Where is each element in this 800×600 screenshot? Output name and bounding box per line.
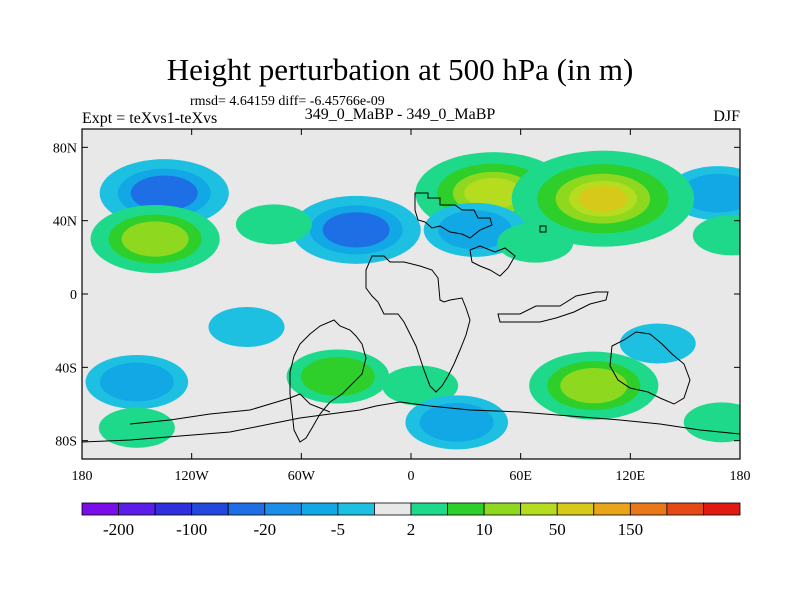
colorbar-label: 2	[407, 520, 416, 539]
coastline-eurasia	[414, 192, 493, 239]
field-feature-7	[235, 204, 312, 245]
field-contour-neg-level-2	[681, 173, 740, 213]
colorbar-swatch	[264, 502, 302, 516]
field-feature-10	[85, 355, 189, 409]
field-contour-pos-level-1	[683, 402, 740, 443]
colorbar-label: -200	[103, 520, 134, 539]
field-contour-pos-level-1	[235, 204, 312, 245]
field-feature-11	[98, 407, 175, 448]
coastline-arabia	[539, 225, 547, 233]
colorbar-swatch	[81, 502, 119, 516]
field-contour-pos-level-1	[497, 222, 574, 263]
field-feature-13	[382, 365, 459, 406]
colorbar-swatch	[593, 502, 631, 516]
field-contour-neg-level-2	[419, 402, 494, 442]
field-feature-17	[619, 323, 696, 364]
field-contour-pos-level-5	[578, 185, 628, 212]
coastline-layer	[82, 192, 740, 443]
x-tick-label: 120W	[175, 469, 210, 484]
coastline-australia	[609, 331, 691, 405]
field-feature-9	[497, 222, 574, 263]
colorbar-swatch	[520, 502, 558, 516]
colorbar-label: 50	[549, 520, 566, 539]
colorbar-swatch	[191, 502, 229, 516]
x-tick-label: 60E	[509, 469, 532, 484]
colorbar-swatch	[154, 502, 193, 516]
coastline-south-america	[289, 319, 367, 443]
field-feature-5	[291, 195, 421, 264]
colorbar-swatch	[300, 502, 339, 516]
field-contour-neg-level-2	[438, 210, 512, 250]
x-tick-label: 0	[408, 469, 415, 484]
colorbar-label: -5	[331, 520, 345, 539]
x-tick-label: 180	[72, 469, 93, 484]
colorbar-swatch	[483, 502, 522, 516]
field-feature-8	[692, 215, 740, 256]
field-contour-neg-level-3	[322, 212, 390, 248]
coastline-asia-east	[469, 245, 516, 277]
experiment-label: Expt = teXvs1-teXvs	[82, 110, 218, 127]
season-label: DJF	[713, 108, 740, 125]
field-feature-16	[683, 402, 740, 443]
coastline-antarctica	[82, 401, 740, 443]
coastline-maritime-continent	[497, 291, 609, 323]
coastline-antarctic-peninsula	[129, 393, 331, 425]
field-feature-18	[208, 307, 285, 347]
colorbar: -200 -100 -20 -5 2 10 50 150	[81, 502, 741, 539]
field-feature-15	[529, 351, 659, 420]
subtitle-label: 349_0_MaBP - 349_0_MaBP	[304, 106, 496, 123]
stats-label: rmsd= 4.64159 diff= -6.45766e-09	[190, 94, 385, 109]
colorbar-swatch	[447, 502, 485, 516]
x-tick-label: 180	[730, 469, 751, 484]
field-contour-pos-level-4	[464, 177, 523, 209]
field-contour-neg-level-3	[130, 175, 198, 211]
colorbar-swatch	[556, 502, 595, 516]
y-tick-label: 80S	[55, 435, 77, 450]
y-tick-label: 0	[70, 288, 77, 303]
colorbar-label: -20	[253, 520, 276, 539]
colorbar-label: 150	[618, 520, 644, 539]
x-axis: 180 120W 60W 0 60E 120E 180	[72, 129, 751, 484]
field-contour-pos-level-1	[98, 407, 175, 448]
y-tick-label: 80N	[53, 141, 77, 156]
colorbar-swatch	[666, 502, 704, 516]
colorbar-swatch	[703, 502, 741, 516]
field-contour-neg-level-1	[208, 307, 285, 347]
field-contour-neg-level-1	[619, 323, 696, 364]
colorbar-label: -100	[176, 520, 207, 539]
x-tick-label: 60W	[288, 469, 316, 484]
field-contour-pos-level-2	[300, 357, 375, 396]
y-axis: 80N 40N 0 40S 80S	[53, 141, 740, 450]
field-feature-14	[405, 395, 508, 450]
field-contour-pos-level-3	[121, 221, 189, 257]
field-contour-pos-level-3	[560, 368, 628, 404]
field-contour-neg-level-2	[99, 362, 174, 402]
field-layer	[82, 129, 740, 459]
colorbar-swatch	[337, 502, 375, 516]
colorbar-label: 10	[476, 520, 493, 539]
field-feature-4	[90, 205, 220, 273]
field-feature-12	[286, 349, 390, 404]
y-tick-label: 40N	[53, 215, 77, 230]
y-tick-label: 40S	[55, 361, 77, 376]
colorbar-swatch	[227, 502, 266, 516]
colorbar-swatch	[629, 502, 668, 516]
x-tick-label: 120E	[616, 469, 646, 484]
colorbar-swatch	[410, 502, 448, 516]
field-feature-6	[423, 202, 527, 257]
chart-title: Height perturbation at 500 hPa (in m)	[166, 52, 634, 87]
field-contour-pos-level-1	[692, 215, 740, 256]
field-contour-pos-level-1	[382, 365, 459, 406]
colorbar-swatch	[118, 502, 156, 516]
field-feature-3	[511, 150, 695, 247]
colorbar-swatch	[374, 502, 412, 516]
coastline-africa	[365, 255, 471, 393]
